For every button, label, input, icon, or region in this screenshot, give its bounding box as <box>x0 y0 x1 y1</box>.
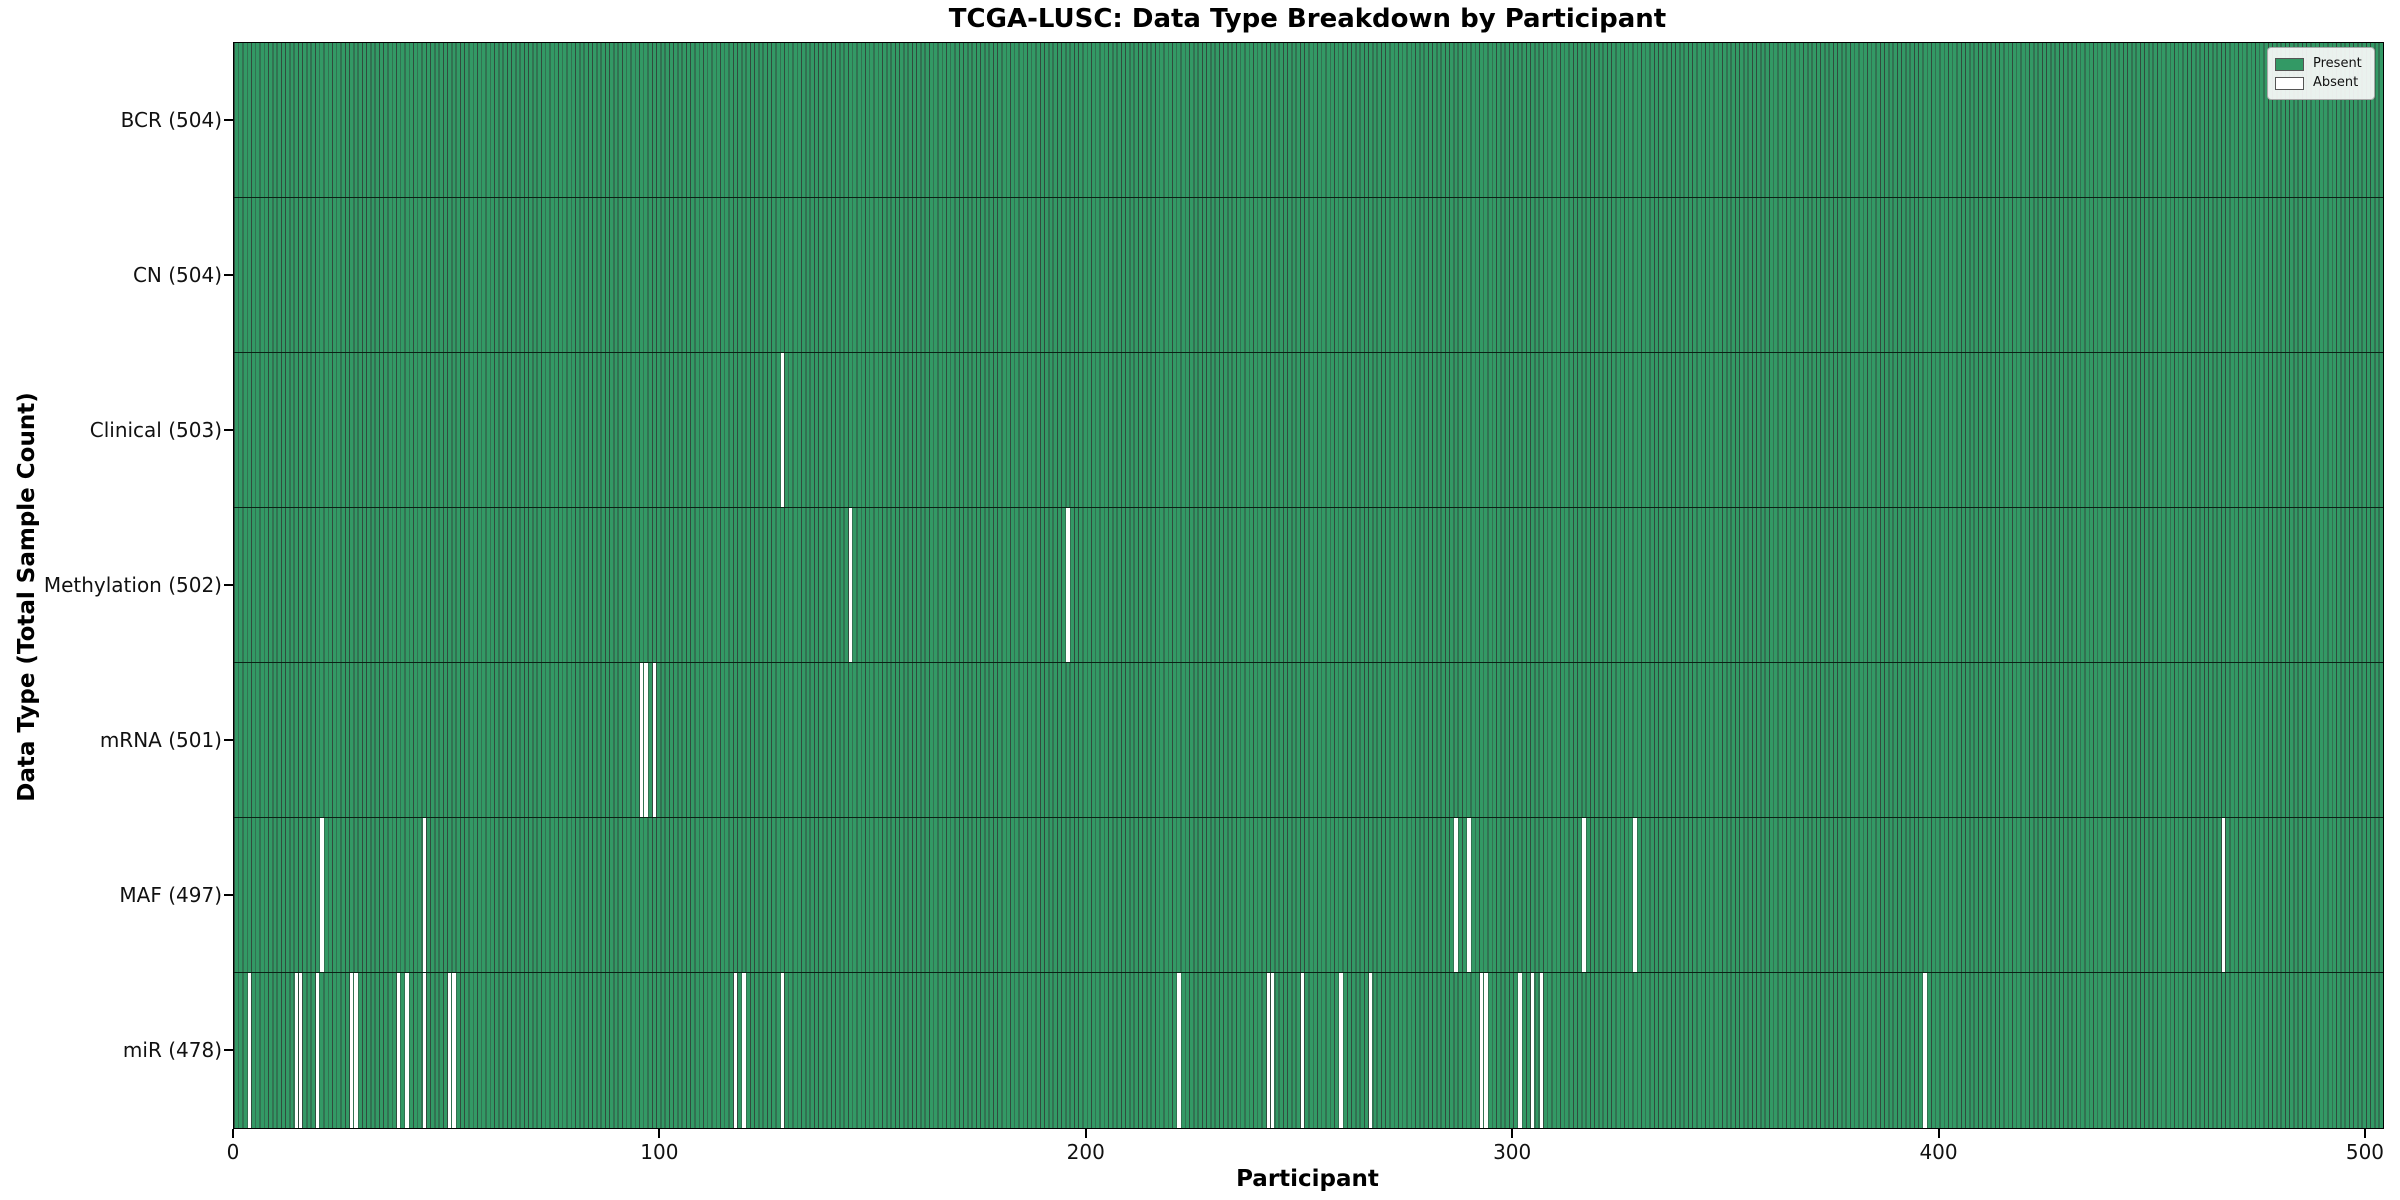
absent-stripe <box>1479 973 1484 1128</box>
x-axis-label: Participant <box>1236 1166 1379 1192</box>
legend-label-absent: Absent <box>2313 75 2359 90</box>
absent-stripe <box>1271 973 1275 1128</box>
y-tick-label-BCR: BCR (504) <box>120 107 222 132</box>
absent-stripe <box>742 973 746 1128</box>
absent-stripe <box>320 818 324 972</box>
absent-stripe <box>294 973 298 1128</box>
absent-stripe <box>354 973 358 1128</box>
absent-stripe <box>2221 818 2226 972</box>
absent-stripe <box>422 818 426 972</box>
absent-stripe <box>644 663 648 817</box>
y-tick-label-CN: CN (504) <box>132 262 222 287</box>
absent-stripe <box>315 973 320 1128</box>
absent-stripe <box>733 973 738 1128</box>
absent-stripe <box>1531 973 1535 1128</box>
y-tick-mark <box>224 428 233 431</box>
row-band-miR <box>234 973 2383 1128</box>
absent-stripe <box>1177 973 1181 1128</box>
absent-stripe <box>1518 973 1522 1128</box>
x-tick-mark <box>2363 1129 2366 1138</box>
absent-stripe <box>1467 818 1471 972</box>
absent-stripe <box>452 973 456 1128</box>
chart-title: TCGA-LUSC: Data Type Breakdown by Partic… <box>948 4 1667 34</box>
absent-stripe <box>298 973 303 1128</box>
absent-stripe <box>1369 973 1373 1128</box>
absent-swatch-icon <box>2275 76 2304 90</box>
x-tick-label-300: 300 <box>1493 1140 1532 1164</box>
y-tick-label-miR: miR (478) <box>122 1037 222 1062</box>
row-band-mRNA <box>234 663 2383 818</box>
row-band-CN <box>234 198 2383 353</box>
y-tick-mark <box>224 273 233 276</box>
absent-stripe <box>247 973 252 1128</box>
x-tick-mark <box>1511 1129 1514 1138</box>
absent-stripe <box>639 663 644 817</box>
x-tick-label-100: 100 <box>640 1140 679 1164</box>
y-tick-mark <box>224 583 233 586</box>
absent-stripe <box>1300 973 1305 1128</box>
plot-area <box>233 42 2384 1129</box>
absent-stripe <box>448 973 452 1128</box>
absent-stripe <box>1582 818 1586 972</box>
y-tick-label-MAF: MAF (497) <box>119 882 222 907</box>
present-swatch-icon <box>2275 57 2304 71</box>
x-tick-label-400: 400 <box>1919 1140 1958 1164</box>
absent-stripe <box>1266 973 1271 1128</box>
absent-stripe <box>1633 818 1637 972</box>
absent-stripe <box>1339 973 1343 1128</box>
x-tick-label-500: 500 <box>2345 1140 2385 1164</box>
y-tick-label-Clinical: Clinical (503) <box>89 417 222 442</box>
legend-entry-present: Present <box>2275 56 2367 72</box>
y-tick-label-Methylation: Methylation (502) <box>43 572 222 597</box>
absent-stripe <box>848 508 853 662</box>
legend: Present Absent <box>2267 47 2375 100</box>
absent-stripe <box>1066 508 1070 662</box>
x-tick-mark <box>232 1129 234 1138</box>
absent-stripe <box>405 973 409 1128</box>
absent-stripe <box>780 973 785 1128</box>
x-tick-mark <box>658 1129 661 1138</box>
legend-entry-absent: Absent <box>2275 75 2367 91</box>
absent-stripe <box>422 973 426 1128</box>
row-band-BCR <box>234 43 2383 198</box>
y-tick-mark <box>224 738 233 741</box>
y-tick-mark <box>224 118 233 121</box>
absent-stripe <box>652 663 657 817</box>
y-axis-label: Data Type (Total Sample Count) <box>14 392 40 802</box>
absent-stripe <box>396 973 401 1128</box>
absent-stripe <box>780 353 785 507</box>
absent-stripe <box>350 973 354 1128</box>
row-band-MAF <box>234 818 2383 973</box>
x-tick-label-0: 0 <box>226 1140 240 1164</box>
row-band-Methylation <box>234 508 2383 663</box>
absent-stripe <box>1454 818 1458 972</box>
row-band-Clinical <box>234 353 2383 508</box>
absent-stripe <box>1923 973 1927 1128</box>
x-tick-mark <box>1084 1129 1087 1138</box>
x-tick-label-200: 200 <box>1066 1140 1105 1164</box>
y-tick-mark <box>224 893 233 896</box>
y-tick-label-mRNA: mRNA (501) <box>99 727 222 752</box>
absent-stripe <box>1484 973 1488 1128</box>
y-tick-mark <box>224 1048 233 1051</box>
absent-stripe <box>1539 973 1543 1128</box>
legend-label-present: Present <box>2313 56 2362 71</box>
x-tick-mark <box>1937 1129 1940 1138</box>
